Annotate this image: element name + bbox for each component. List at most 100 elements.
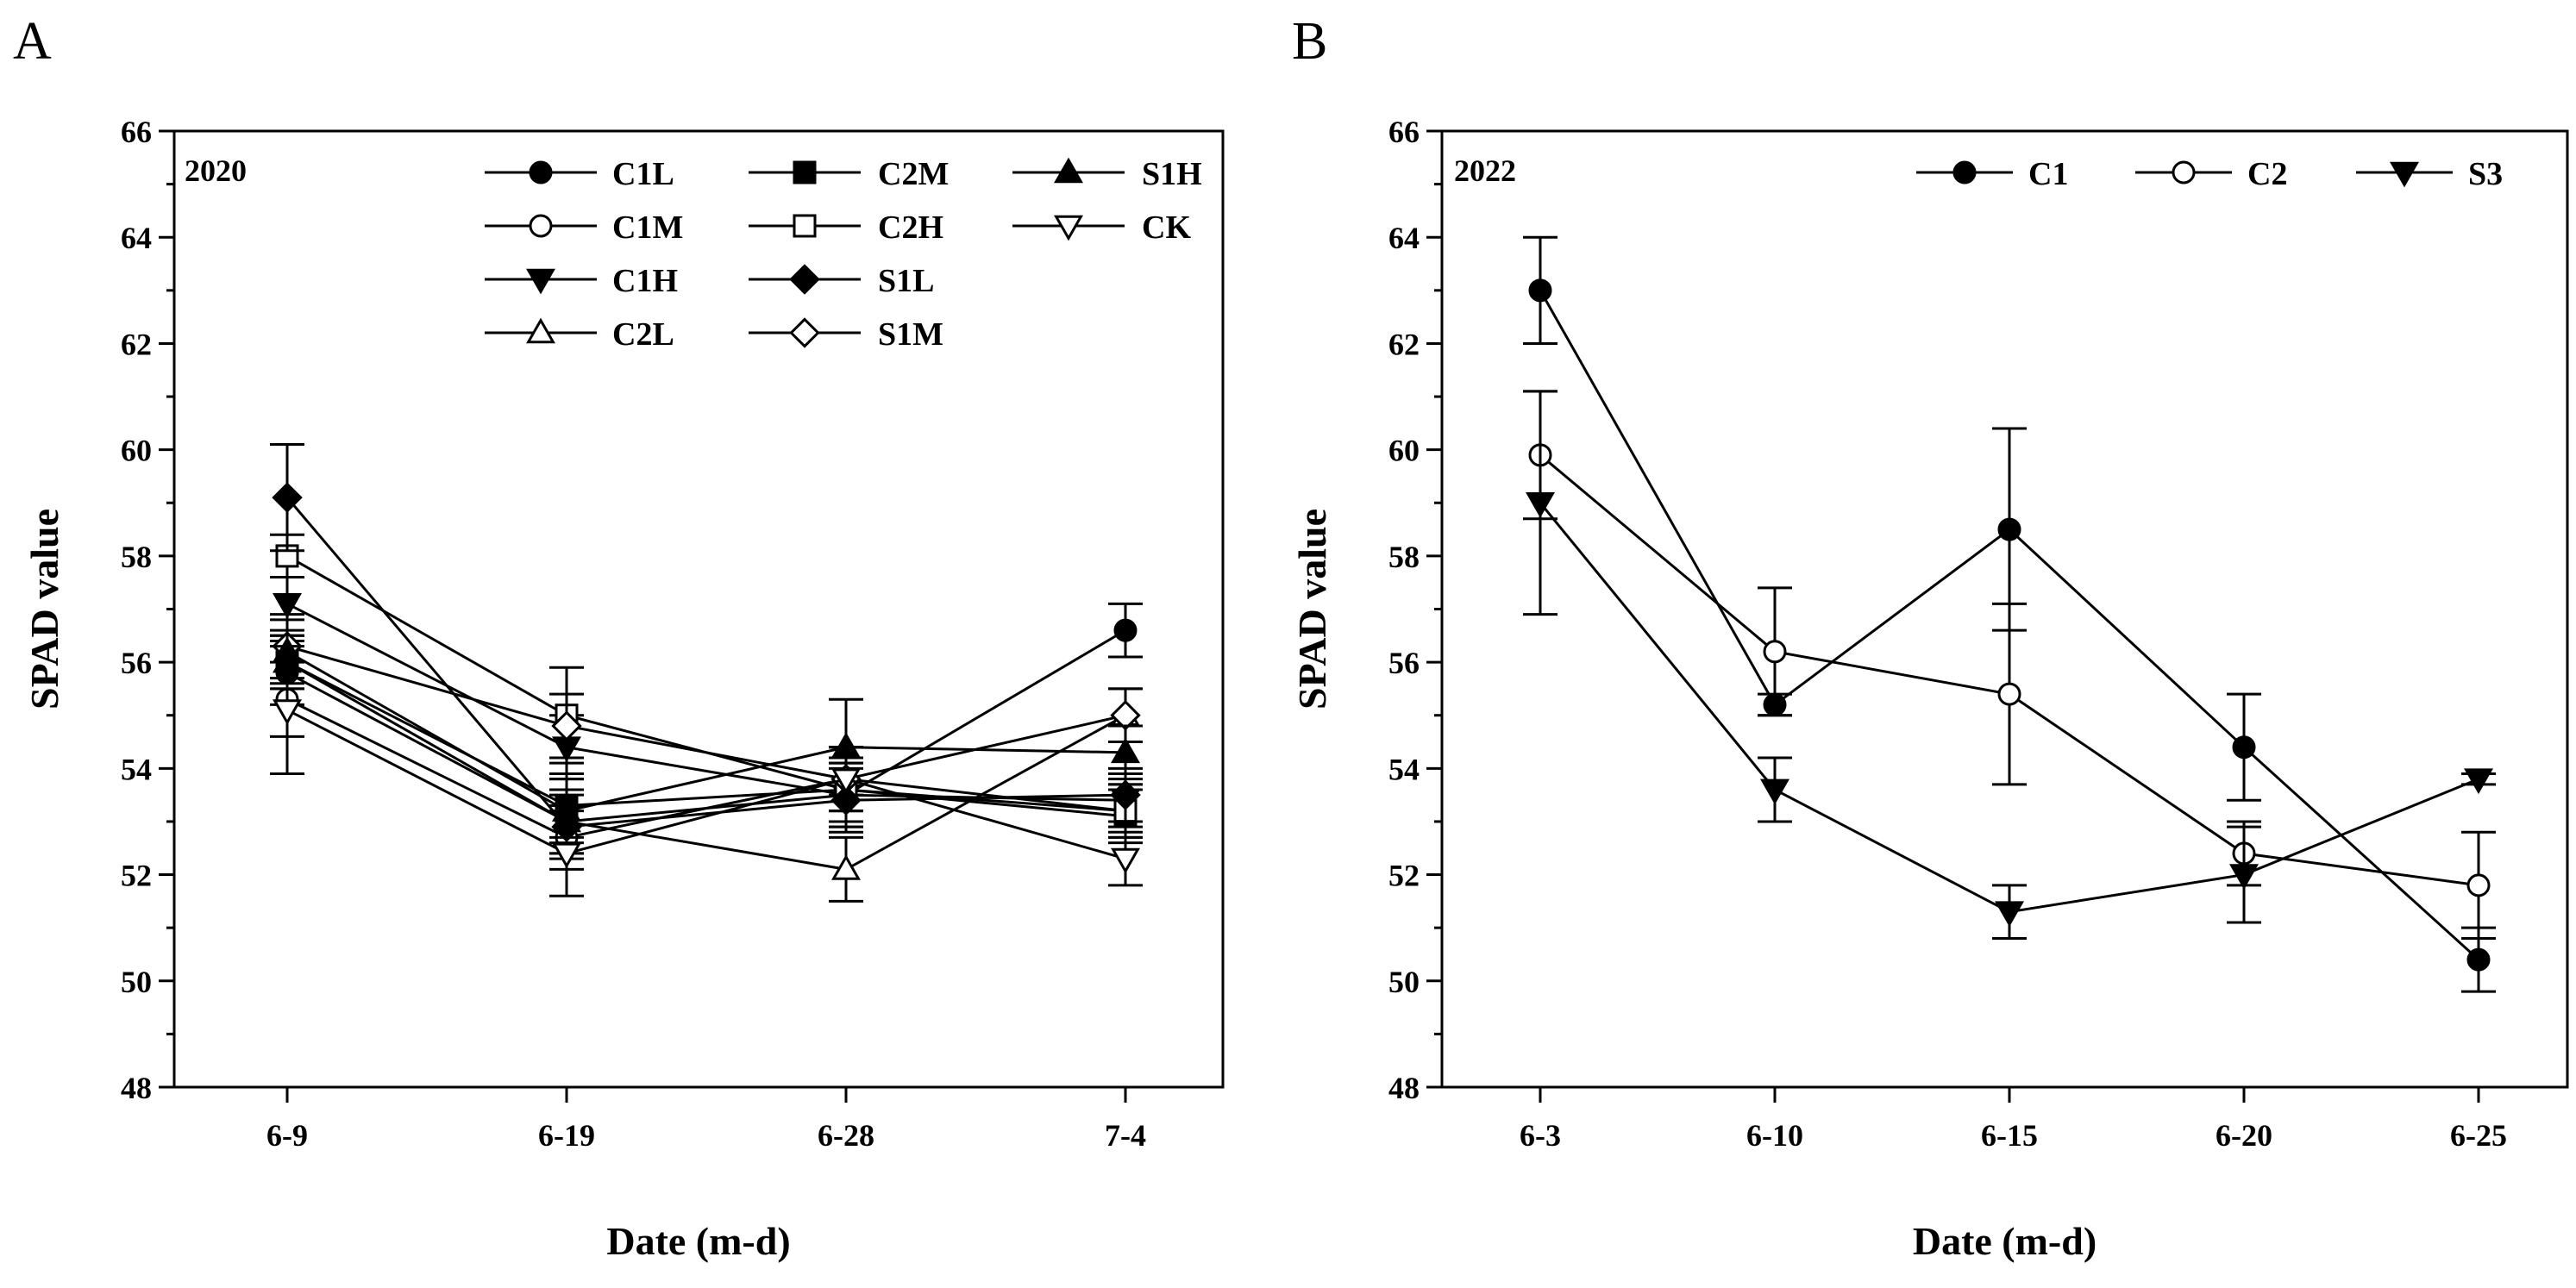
y-tick-label: 66 [1388,115,1420,149]
data-point [1760,778,1789,805]
legend-item-C2: C2 [2135,156,2287,192]
y-tick-label: 64 [121,221,152,255]
y-tick-label: 50 [121,965,152,999]
legend-item-S1M: S1M [749,316,943,353]
series-line [286,645,1126,781]
y-tick-label: 58 [121,540,152,574]
x-axis-title: Date (m-d) [1913,1219,2097,1263]
data-point [1995,901,2024,928]
legend-item-C1L: C1L [485,156,674,192]
legend-item-C1: C1 [1916,156,2068,192]
legend-marker [526,317,555,344]
legend: C1L C1M C1H C2L C2M C2H S1L S1M S1H CK [485,156,1202,353]
series-C1M [270,660,1143,871]
data-point [2232,735,2256,760]
legend-marker [793,160,817,184]
legend-label: C1 [2028,156,2068,192]
series-line [286,709,1126,860]
legend-label: C1L [612,156,674,192]
plot-frame [172,129,1225,1089]
series-line [286,650,1126,813]
legend-marker [1952,160,1977,184]
chart-panel-a: 48 50 52 54 56 58 60 62 64 66 6-9 6-19 6-28 7-4 Date (… [22,115,1225,1263]
x-tick-label: 6-9 [266,1118,308,1153]
data-point [831,768,861,795]
x-axis-title: Date (m-d) [606,1219,790,1263]
x-tick-label: 6-20 [2216,1118,2272,1153]
legend-marker [1054,215,1083,241]
data-point [551,710,582,741]
y-tick-label: 50 [1388,965,1420,999]
data-point [273,593,302,619]
y-tick-label: 64 [1388,221,1420,255]
legend-label: S1L [878,263,934,299]
x-tick-label: 6-10 [1746,1118,1803,1153]
chart-panel-b: 48 50 52 54 56 58 60 62 64 66 6-3 6-10 6-15 6-20 6-25 D… [1290,115,2569,1263]
series-C2H [270,533,1143,839]
series-CK [270,645,1143,897]
data-point [831,853,861,880]
series-line [285,497,1126,828]
data-point [272,482,303,513]
legend-item-S3: S3 [2356,156,2503,192]
data-point [273,699,302,725]
year-label: 2022 [1454,153,1516,188]
x-tick-label: 7-4 [1105,1118,1146,1153]
data-point [2466,873,2491,897]
series-line [286,697,1126,840]
series-S1M [270,613,1143,813]
series-line [286,660,1126,818]
legend-marker [2172,160,2196,184]
legend-label: C1H [612,263,678,299]
legend-label: S1M [878,316,943,353]
x-tick-label: 6-3 [1520,1118,1561,1153]
legend-marker [529,214,553,238]
legend-item-CK: CK [1012,209,1191,246]
legend-label: CK [1142,209,1191,246]
y-tick-label: 52 [121,859,152,893]
legend-marker [793,214,817,238]
data-point [1997,517,2021,541]
y-tick-label: 56 [121,646,152,680]
y-tick-label: 62 [1388,327,1420,361]
panel-label-a: A [13,12,52,71]
series-line [286,660,1126,871]
legend-label: S1H [1142,156,1202,192]
y-tick-label: 54 [1388,752,1420,786]
y-tick-label: 54 [121,752,152,786]
data-point [1111,847,1140,874]
data-point [2466,947,2491,972]
legend-item-C1M: C1M [485,209,683,246]
data-point [1997,682,2021,706]
y-tick-label: 56 [1388,646,1420,680]
legend-marker [789,264,820,295]
legend-marker [526,268,555,295]
data-point [1763,640,1787,664]
series-S3 [1523,390,2496,940]
panel-label-b: B [1292,12,1327,71]
legend-marker [2390,161,2419,188]
y-tick-label: 52 [1388,859,1420,893]
y-tick-label: 60 [1388,434,1420,468]
series-line [286,603,1126,802]
y-tick-label: 58 [1388,540,1420,574]
y-tick-label: 48 [1388,1071,1420,1105]
data-point [1111,737,1140,764]
legend-item-S1H: S1H [1012,156,1202,192]
year-label: 2020 [185,153,247,188]
data-point [2464,768,2493,795]
data-point [1526,491,1555,518]
legend-label: C2H [878,209,943,246]
x-tick-label: 6-28 [818,1118,874,1153]
legend-marker [1054,157,1083,184]
legend-label: S3 [2468,156,2503,192]
legend-item-C1H: C1H [485,263,678,299]
y-tick-label: 60 [121,434,152,468]
y-axis-title: SPAD value [1290,509,1334,710]
y-tick-label: 48 [121,1071,152,1105]
x-tick-label: 6-25 [2450,1118,2507,1153]
x-tick-label: 6-15 [1981,1118,2038,1153]
series-C1 [1523,235,2496,993]
data-point [1110,779,1141,810]
